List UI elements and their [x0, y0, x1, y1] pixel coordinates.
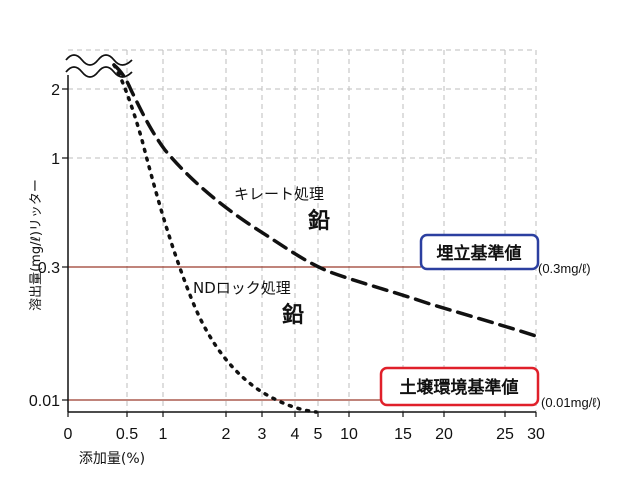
ref-box-landfill: [419, 233, 540, 271]
x-axis-label: 添加量(%): [79, 451, 145, 467]
x-tick-label: 15: [394, 426, 412, 443]
y-tick-label: 2: [51, 82, 60, 99]
x-tick-label: 4: [291, 426, 300, 443]
axis-break-top-2: [97, 54, 133, 66]
x-tick-label: 25: [496, 426, 514, 443]
axis-break-bottom-2: [97, 66, 133, 78]
y-tick-label: 1: [51, 151, 60, 168]
series-sub-ndlock: 鉛: [282, 302, 304, 328]
x-tick-label: 0.5: [116, 426, 138, 443]
ref-box-soil: [379, 366, 540, 407]
ref-label-landfill: 埋立基準値: [437, 243, 522, 264]
y-axis-label: 溶出量(mg/ℓ)リッター: [29, 179, 44, 311]
series-sub-chelate: 鉛: [308, 208, 330, 234]
x-tick-label: 2: [222, 426, 231, 443]
x-tick-label: 1: [159, 426, 168, 443]
series-label-chelate: キレート処理: [234, 185, 324, 203]
series-label-ndlock: NDロック処理: [193, 279, 291, 297]
axis-break-top: [65, 54, 99, 66]
ref-value-soil: (0.01mg/ℓ): [541, 395, 601, 410]
x-tick-label: 20: [435, 426, 453, 443]
y-tick-label: 0.01: [29, 393, 60, 410]
x-tick-label: 0: [64, 426, 73, 443]
series-line-ndlock: [112, 63, 318, 414]
ref-value-landfill: (0.3mg/ℓ): [538, 261, 591, 276]
x-tick-label: 30: [527, 426, 545, 443]
axis-break-bottom: [65, 66, 99, 78]
x-tick-label: 3: [258, 426, 267, 443]
series-line-chelate: [112, 63, 538, 338]
x-tick-label: 10: [340, 426, 358, 443]
x-tick-label: 5: [314, 426, 323, 443]
ref-label-soil: 土壌環境基準値: [400, 377, 519, 398]
y-tick-label: 0.3: [38, 260, 60, 277]
